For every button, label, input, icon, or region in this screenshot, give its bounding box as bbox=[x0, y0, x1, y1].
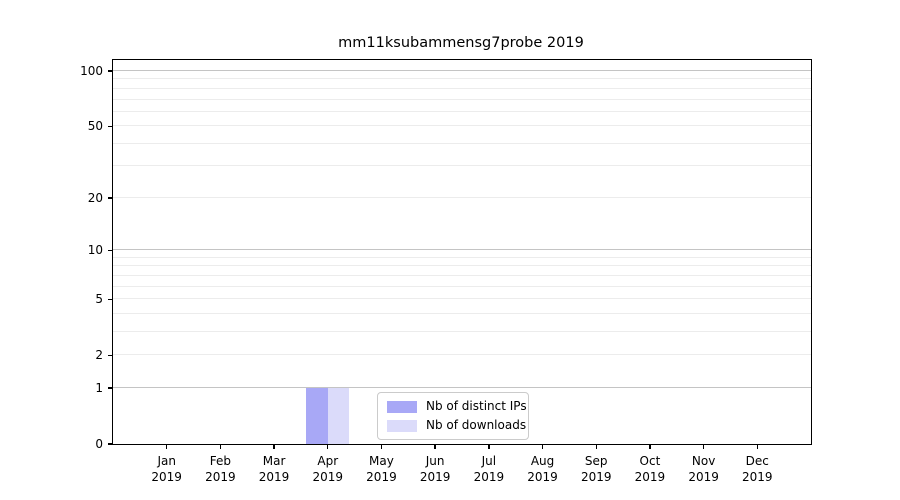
x-tick-label-mar-2019: Mar 2019 bbox=[258, 454, 290, 484]
legend-item-distinct-ips: Nb of distinct IPs bbox=[387, 400, 527, 413]
gridline-minor-7 bbox=[113, 274, 811, 276]
y-tick-50 bbox=[107, 125, 112, 127]
x-tick-label-feb-2019: Feb 2019 bbox=[205, 454, 236, 484]
gridline-minor-20 bbox=[113, 196, 811, 198]
x-tick-aug-2019 bbox=[541, 445, 544, 450]
y-tick-20 bbox=[107, 197, 112, 199]
y-tick-label-5: 5 bbox=[95, 292, 103, 307]
y-tick-10 bbox=[107, 249, 112, 251]
plot-area: 0 1 2 5 10 20 50 100 Jan 2019 Feb 2019 Mar 2019 Apr… bbox=[80, 59, 812, 484]
gridline-minor-60 bbox=[113, 110, 811, 112]
y-tick-label-20: 20 bbox=[87, 190, 103, 205]
x-tick-jan-2019 bbox=[165, 445, 168, 450]
gridline-major-10 bbox=[113, 249, 811, 251]
legend-label-distinct-ips: Nb of distinct IPs bbox=[426, 399, 527, 413]
gridline-major-100 bbox=[113, 70, 811, 71]
x-tick-label-sep-2019: Sep 2019 bbox=[580, 454, 612, 484]
legend-swatch-distinct-ips bbox=[387, 400, 417, 413]
gridline-minor-4 bbox=[113, 312, 811, 314]
x-tick-sep-2019 bbox=[595, 445, 597, 450]
y-tick-0 bbox=[107, 443, 112, 445]
x-tick-apr-2019 bbox=[327, 445, 329, 450]
x-tick-label-aug-2019: Aug 2019 bbox=[527, 454, 558, 484]
y-tick-100 bbox=[107, 70, 112, 72]
x-tick-label-dec-2019: Dec 2019 bbox=[742, 454, 773, 484]
gridline-minor-3 bbox=[113, 330, 811, 332]
y-tick-label-100: 100 bbox=[80, 64, 103, 78]
legend-item-downloads: Nb of downloads bbox=[387, 419, 526, 432]
gridline-major-1 bbox=[113, 386, 811, 388]
x-tick-label-may-2019: May 2019 bbox=[366, 454, 397, 484]
x-tick-label-jul-2019: Jul 2019 bbox=[473, 454, 505, 484]
x-tick-feb-2019 bbox=[219, 445, 222, 450]
chart-title: mm11ksubammensg7probe 2019 bbox=[338, 35, 584, 51]
x-tick-nov-2019 bbox=[702, 445, 705, 450]
x-tick-dec-2019 bbox=[756, 445, 758, 450]
y-tick-1 bbox=[107, 387, 112, 389]
y-tick-2 bbox=[107, 354, 112, 356]
gridline-minor-40 bbox=[113, 142, 811, 144]
gridline-minor-5 bbox=[113, 298, 811, 300]
x-tick-label-apr-2019: Apr 2019 bbox=[312, 454, 344, 484]
x-tick-may-2019 bbox=[380, 445, 383, 450]
x-tick-jun-2019 bbox=[434, 445, 436, 450]
y-tick-5 bbox=[107, 298, 112, 300]
gridline-minor-70 bbox=[113, 98, 811, 100]
y-tick-label-50: 50 bbox=[87, 119, 103, 134]
y-tick-label-10: 10 bbox=[87, 243, 103, 258]
x-tick-oct-2019 bbox=[649, 445, 651, 450]
legend-swatch-downloads bbox=[387, 419, 417, 432]
legend: Nb of distinct IPs Nb of downloads bbox=[377, 392, 529, 440]
gridline-minor-9 bbox=[113, 256, 811, 258]
x-tick-label-nov-2019: Nov 2019 bbox=[688, 454, 719, 484]
gridline-minor-6 bbox=[113, 285, 811, 287]
x-tick-label-jun-2019: Jun 2019 bbox=[419, 454, 451, 484]
x-tick-label-oct-2019: Oct 2019 bbox=[634, 454, 666, 484]
y-tick-label-1: 1 bbox=[95, 380, 103, 395]
y-tick-label-0: 0 bbox=[95, 437, 103, 451]
gridline-minor-50 bbox=[113, 125, 811, 127]
x-tick-mar-2019 bbox=[273, 445, 275, 450]
x-tick-jul-2019 bbox=[488, 445, 490, 450]
gridline-minor-30 bbox=[113, 165, 811, 167]
gridline-minor-80 bbox=[113, 87, 811, 89]
legend-label-downloads: Nb of downloads bbox=[426, 418, 527, 432]
gridline-minor-2 bbox=[113, 354, 811, 356]
bar-nb-of-distinct-ips-apr-2019 bbox=[306, 387, 328, 444]
bar-nb-of-downloads-apr-2019 bbox=[327, 387, 350, 444]
y-tick-label-2: 2 bbox=[95, 348, 103, 363]
gridline-minor-8 bbox=[113, 265, 811, 267]
x-tick-label-jan-2019: Jan 2019 bbox=[151, 454, 182, 484]
gridline-minor-90 bbox=[113, 78, 811, 80]
